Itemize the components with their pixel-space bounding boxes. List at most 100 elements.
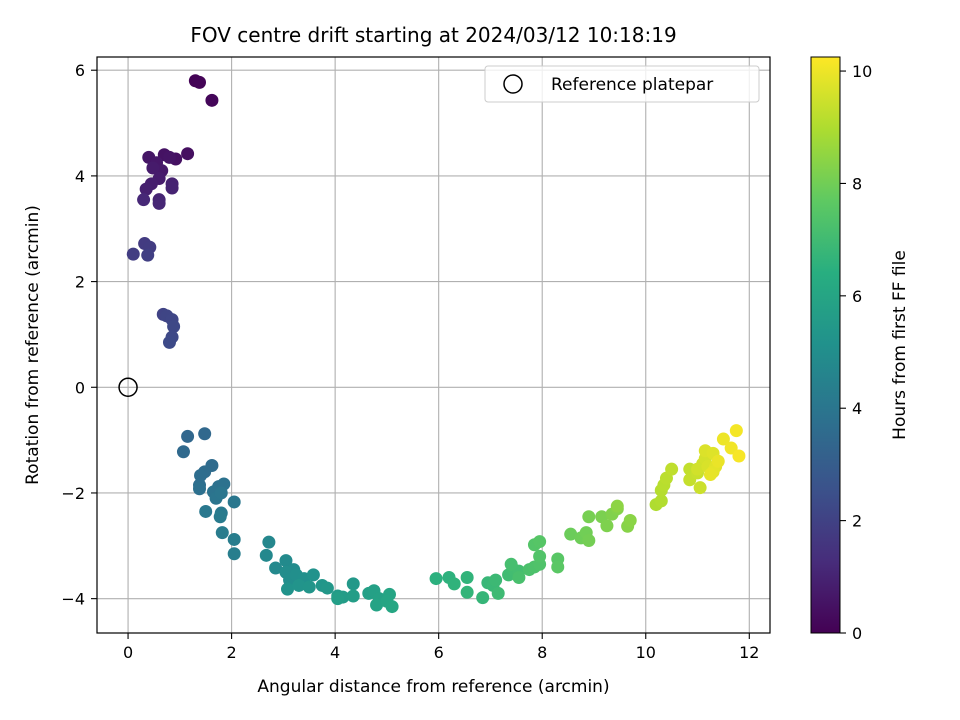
data-point [302, 580, 316, 594]
data-point [729, 424, 743, 438]
data-point [259, 548, 273, 562]
data-point [262, 535, 276, 549]
data-point [533, 535, 547, 549]
data-point [141, 248, 155, 262]
data-point [198, 427, 212, 441]
data-point [610, 499, 624, 513]
data-point [137, 193, 151, 207]
data-point [199, 504, 213, 518]
data-point [215, 526, 229, 540]
data-point [346, 589, 360, 603]
x-tick-label: 6 [434, 643, 444, 662]
data-point [711, 454, 725, 468]
x-axis-ticks: 0 2 4 6 8 10 12 [123, 633, 759, 662]
y-tick-label: 2 [75, 273, 85, 292]
y-axis-label: Rotation from reference (arcmin) [23, 205, 43, 485]
x-tick-label: 8 [537, 643, 547, 662]
data-point [724, 441, 738, 455]
chart-title: FOV centre drift starting at 2024/03/12 … [190, 23, 676, 47]
colorbar: 0 2 4 6 8 10 Hours from first FF file [810, 56, 910, 643]
data-point [600, 519, 614, 533]
data-point [214, 486, 228, 500]
x-tick-label: 2 [227, 643, 237, 662]
data-point [512, 571, 526, 585]
data-point [564, 527, 578, 541]
y-axis-ticks: −4 −2 0 2 4 6 [61, 61, 97, 609]
colorbar-tick-label: 4 [852, 399, 862, 418]
data-point [533, 549, 547, 563]
data-point [227, 495, 241, 509]
data-point [193, 75, 207, 89]
data-point [385, 600, 399, 614]
data-point [460, 571, 474, 585]
data-point [504, 557, 518, 571]
data-point [176, 445, 190, 459]
data-point [460, 585, 474, 599]
data-point [582, 510, 596, 524]
data-point [193, 482, 207, 496]
reference-platepar-point [118, 377, 138, 398]
data-point [162, 150, 176, 164]
data-point [665, 462, 679, 476]
legend: Reference platepar [484, 65, 760, 103]
colorbar-ticks: 0 2 4 6 8 10 [840, 62, 872, 643]
colorbar-tick-label: 6 [852, 287, 862, 306]
data-point [654, 494, 668, 508]
data-point [331, 592, 345, 606]
data-point [146, 161, 160, 175]
x-axis-label: Angular distance from reference (arcmin) [257, 677, 609, 697]
data-point [292, 578, 306, 592]
data-point [693, 481, 707, 495]
plot-frame [96, 56, 771, 634]
colorbar-label: Hours from first FF file [890, 250, 910, 440]
data-point [181, 429, 195, 443]
y-tick-label: 0 [75, 378, 85, 397]
data-point [489, 573, 503, 587]
data-point [126, 247, 140, 261]
data-point [152, 196, 166, 210]
data-point [623, 513, 637, 527]
data-point [732, 449, 746, 463]
x-tick-label: 4 [330, 643, 340, 662]
data-point [205, 93, 219, 107]
data-point [165, 181, 179, 195]
data-point [320, 581, 334, 595]
grid-lines [97, 57, 770, 633]
data-point [703, 467, 717, 481]
data-point [346, 577, 360, 591]
data-point [476, 591, 490, 605]
data-point [213, 510, 227, 524]
colorbar-tick-label: 2 [852, 512, 862, 531]
colorbar-tick-label: 0 [852, 624, 862, 643]
colorbar-tick-label: 10 [852, 62, 872, 81]
x-tick-label: 10 [636, 643, 656, 662]
data-point [162, 335, 176, 349]
y-tick-label: −2 [61, 484, 85, 503]
legend-box [484, 65, 760, 103]
data-point [181, 147, 195, 161]
data-point [716, 432, 730, 446]
data-point [491, 586, 505, 600]
data-point [306, 568, 320, 582]
data-point [227, 547, 241, 561]
data-point [447, 577, 461, 591]
scatter-points [126, 74, 746, 614]
x-tick-label: 12 [739, 643, 759, 662]
colorbar-gradient [810, 56, 841, 634]
x-tick-label: 0 [123, 643, 133, 662]
data-point [370, 598, 384, 612]
data-point [429, 572, 443, 586]
data-point [269, 561, 283, 575]
legend-label: Reference platepar [551, 75, 713, 95]
y-tick-label: 6 [75, 61, 85, 80]
data-point [194, 469, 208, 483]
data-point [227, 532, 241, 546]
data-point [279, 554, 293, 568]
data-point [691, 462, 705, 476]
data-point [139, 182, 153, 196]
legend-marker [503, 74, 523, 94]
colorbar-tick-label: 8 [852, 174, 862, 193]
data-point [167, 320, 181, 334]
data-point [582, 534, 596, 548]
